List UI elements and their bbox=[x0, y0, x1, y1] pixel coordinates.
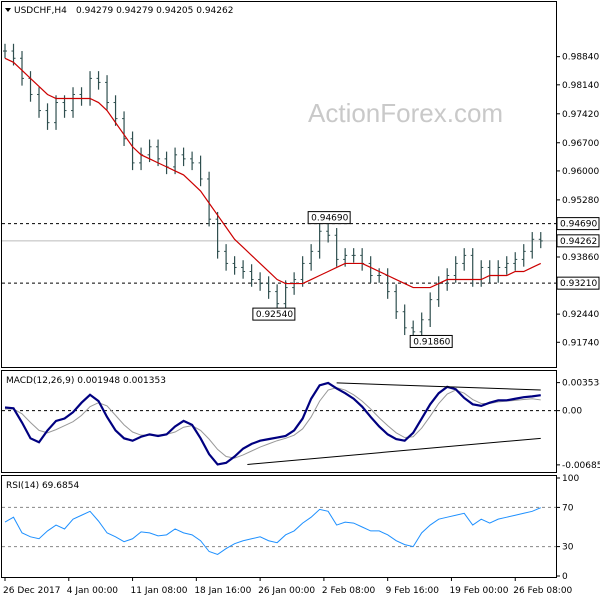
time-tick-label: 9 Feb 16:00 bbox=[386, 586, 440, 596]
rsi-panel-frame bbox=[1, 475, 557, 578]
macd-trendline bbox=[247, 437, 541, 465]
price-layer: 0.94690 0.92540 0.91860 bbox=[2, 43, 556, 348]
price-axis-tick-label: 0.95280 bbox=[562, 196, 599, 206]
price-annotation-label: 0.94690 bbox=[311, 214, 348, 224]
rsi-axis-tick-label: 0 bbox=[562, 572, 568, 582]
price-annotation-box bbox=[307, 211, 351, 225]
price-axis-tick-label: 0.97420 bbox=[562, 110, 599, 120]
price-level-tag bbox=[556, 234, 600, 248]
rsi-layer bbox=[2, 506, 556, 555]
rsi-axis-tick-label: 100 bbox=[562, 474, 579, 484]
time-tick-label: 26 Jan 00:00 bbox=[258, 586, 315, 596]
time-tick-label: 19 Feb 00:00 bbox=[449, 586, 508, 596]
macd-axis-tick-label: 0.003538 bbox=[562, 379, 600, 389]
time-tick-label: 11 Jan 08:00 bbox=[131, 586, 188, 596]
rsi-label: RSI(14) 69.6854 bbox=[6, 481, 79, 491]
macd-signal-line bbox=[5, 387, 541, 459]
macd-axis-tick-label: -0.006853 bbox=[562, 461, 600, 471]
header-ohlc: 0.94279 0.94279 0.94205 0.94262 bbox=[76, 6, 233, 16]
price-level-tag-text: 0.93210 bbox=[560, 279, 597, 289]
price-level-tag bbox=[556, 276, 600, 290]
macd-label: MACD(12,26,9) 0.001948 0.001353 bbox=[6, 376, 166, 386]
price-axis-tick-label: 0.93860 bbox=[562, 253, 599, 263]
price-axis-tick-label: 0.98840 bbox=[562, 53, 599, 63]
macd-trendline bbox=[336, 382, 541, 391]
macd-layer bbox=[2, 381, 556, 466]
time-tick-label: 18 Jan 16:00 bbox=[194, 586, 251, 596]
price-annotation-label: 0.92540 bbox=[256, 310, 293, 320]
price-level-tag bbox=[556, 217, 600, 231]
header-symbol: USDCHF,H4 bbox=[14, 6, 67, 16]
time-tick-label: 2 Feb 08:00 bbox=[322, 586, 376, 596]
time-tick-label: 26 Dec 2017 bbox=[3, 586, 61, 596]
rsi-line bbox=[4, 507, 541, 555]
time-tick-label: 4 Jan 00:00 bbox=[67, 586, 119, 596]
price-axis-tick-label: 0.96000 bbox=[562, 167, 599, 177]
macd-panel-frame bbox=[1, 370, 557, 473]
price-annotation-label: 0.91860 bbox=[413, 337, 450, 347]
rsi-axis-tick-label: 30 bbox=[562, 543, 574, 553]
price-axis-tick-label: 0.98140 bbox=[562, 81, 599, 91]
price-axis-tick-label: 0.91740 bbox=[562, 338, 599, 348]
rsi-axis-tick-label: 70 bbox=[562, 503, 574, 513]
time-tick-label: 26 Feb 08:00 bbox=[513, 586, 572, 596]
price-level-tag-text: 0.94262 bbox=[560, 237, 597, 247]
macd-axis-tick-label: 0.00 bbox=[562, 407, 582, 417]
price-level-tag-text: 0.94690 bbox=[560, 220, 597, 230]
price-axis-tick-label: 0.96700 bbox=[562, 139, 599, 149]
price-axis-tick-label: 0.92440 bbox=[562, 310, 599, 320]
price-annotation-box bbox=[409, 334, 453, 348]
price-panel-frame bbox=[1, 1, 557, 368]
macd-line bbox=[4, 381, 541, 466]
watermark: ActionForex.com bbox=[308, 98, 503, 128]
axis-layer: 0.98840 0.98140 0.97420 0.96700 0.96000 0.952… bbox=[3, 53, 600, 596]
moving-average-line bbox=[4, 57, 542, 289]
price-annotation-box bbox=[252, 307, 296, 321]
header-triangle-icon bbox=[5, 8, 11, 12]
